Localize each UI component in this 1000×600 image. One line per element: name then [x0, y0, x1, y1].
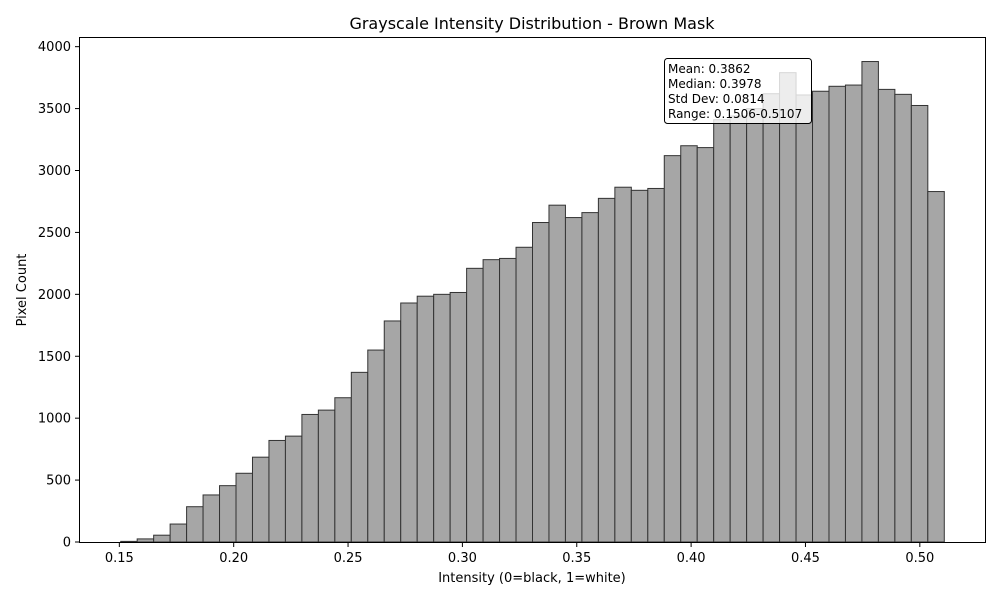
histogram-bar	[416, 295, 435, 543]
histogram-bar	[284, 435, 303, 543]
histogram-bar	[532, 222, 550, 543]
histogram-bar	[334, 397, 352, 543]
histogram-bar	[597, 197, 616, 543]
histogram-bar	[779, 72, 797, 543]
histogram-bar	[367, 349, 385, 543]
histogram-bar	[153, 534, 171, 543]
histogram-bar	[746, 108, 764, 543]
histogram-bar	[400, 302, 418, 543]
bars-group	[120, 61, 945, 543]
histogram-bar	[515, 246, 533, 543]
histogram-bar	[861, 61, 879, 543]
y-tick-label: 4000	[38, 40, 71, 55]
histogram-bar	[317, 409, 336, 543]
y-tick-label: 1000	[38, 412, 71, 427]
histogram-bar	[581, 212, 599, 543]
histogram-bar	[828, 85, 846, 543]
histogram-bar	[120, 540, 138, 543]
histogram-bar	[219, 485, 237, 543]
y-tick-label: 3000	[38, 164, 71, 179]
stats-box-frame	[664, 58, 812, 124]
y-tick-label: 3500	[38, 102, 71, 117]
x-tick-label: 0.15	[105, 551, 134, 566]
x-tick-label: 0.25	[334, 551, 363, 566]
x-tick-label: 0.20	[219, 551, 248, 566]
histogram-bar	[268, 439, 286, 543]
histogram-bar	[894, 93, 912, 543]
histogram-bar	[449, 291, 468, 543]
histogram-bar	[251, 456, 270, 543]
histogram-bar	[202, 494, 221, 543]
histogram-bar	[630, 189, 649, 543]
histogram-bar	[663, 155, 682, 543]
x-tick-label: 0.35	[562, 551, 591, 566]
histogram-bar	[795, 94, 814, 543]
histogram-bar	[169, 523, 188, 543]
stats-box: Mean: 0.3862 Median: 0.3978 Std Dev: 0.0…	[664, 58, 812, 124]
histogram-bar	[136, 538, 155, 543]
histogram-bar	[235, 472, 253, 543]
y-axis-label: Pixel Count	[15, 254, 30, 327]
histogram-bar	[383, 320, 402, 543]
stats-mean: Mean: 0.3862	[668, 62, 751, 76]
histogram-bar	[927, 191, 945, 543]
x-tick-label: 0.30	[448, 551, 477, 566]
histogram-bar	[186, 506, 204, 543]
y-tick-label: 500	[46, 474, 71, 489]
x-axis: 0.15 0.20 0.25 0.30 0.35 0.40 0.45 0.50	[105, 542, 934, 566]
y-tick-label: 1500	[38, 350, 71, 365]
histogram-bar	[614, 186, 632, 543]
plot-frame	[79, 37, 986, 543]
x-tick-label: 0.40	[677, 551, 706, 566]
y-tick-label: 0	[63, 536, 71, 551]
histogram-bar	[762, 93, 781, 543]
chart-title: Grayscale Intensity Distribution - Brown…	[349, 14, 715, 33]
x-tick-label: 0.50	[905, 551, 934, 566]
histogram-bar	[433, 293, 451, 543]
histogram-bar	[301, 413, 319, 543]
histogram-bar	[729, 115, 748, 543]
histogram-bar	[548, 204, 566, 543]
histogram-bar	[877, 88, 896, 543]
histogram-bar	[564, 217, 583, 543]
stats-median: Median: 0.3978	[668, 77, 762, 91]
x-axis-label: Intensity (0=black, 1=white)	[438, 571, 626, 586]
histogram-bar	[696, 147, 715, 543]
histogram-bar	[812, 90, 830, 543]
y-tick-label: 2500	[38, 226, 71, 241]
stats-range: Range: 0.1506-0.5107	[668, 107, 802, 121]
histogram-bar	[499, 257, 517, 543]
x-tick-label: 0.45	[791, 551, 820, 566]
histogram-bar	[844, 84, 863, 543]
stats-std-dev: Std Dev: 0.0814	[668, 92, 765, 106]
histogram-bar	[647, 187, 665, 543]
histogram-bar	[482, 259, 501, 543]
y-axis: 0 500 1000 1500 2000 2500 3000 3500 4000	[38, 40, 80, 551]
y-tick-label: 2000	[38, 288, 71, 303]
histogram-bar	[466, 267, 484, 543]
histogram-bar	[910, 104, 929, 543]
histogram-bar	[350, 371, 369, 543]
histogram-bar	[713, 119, 731, 543]
histogram-bar	[680, 145, 698, 543]
